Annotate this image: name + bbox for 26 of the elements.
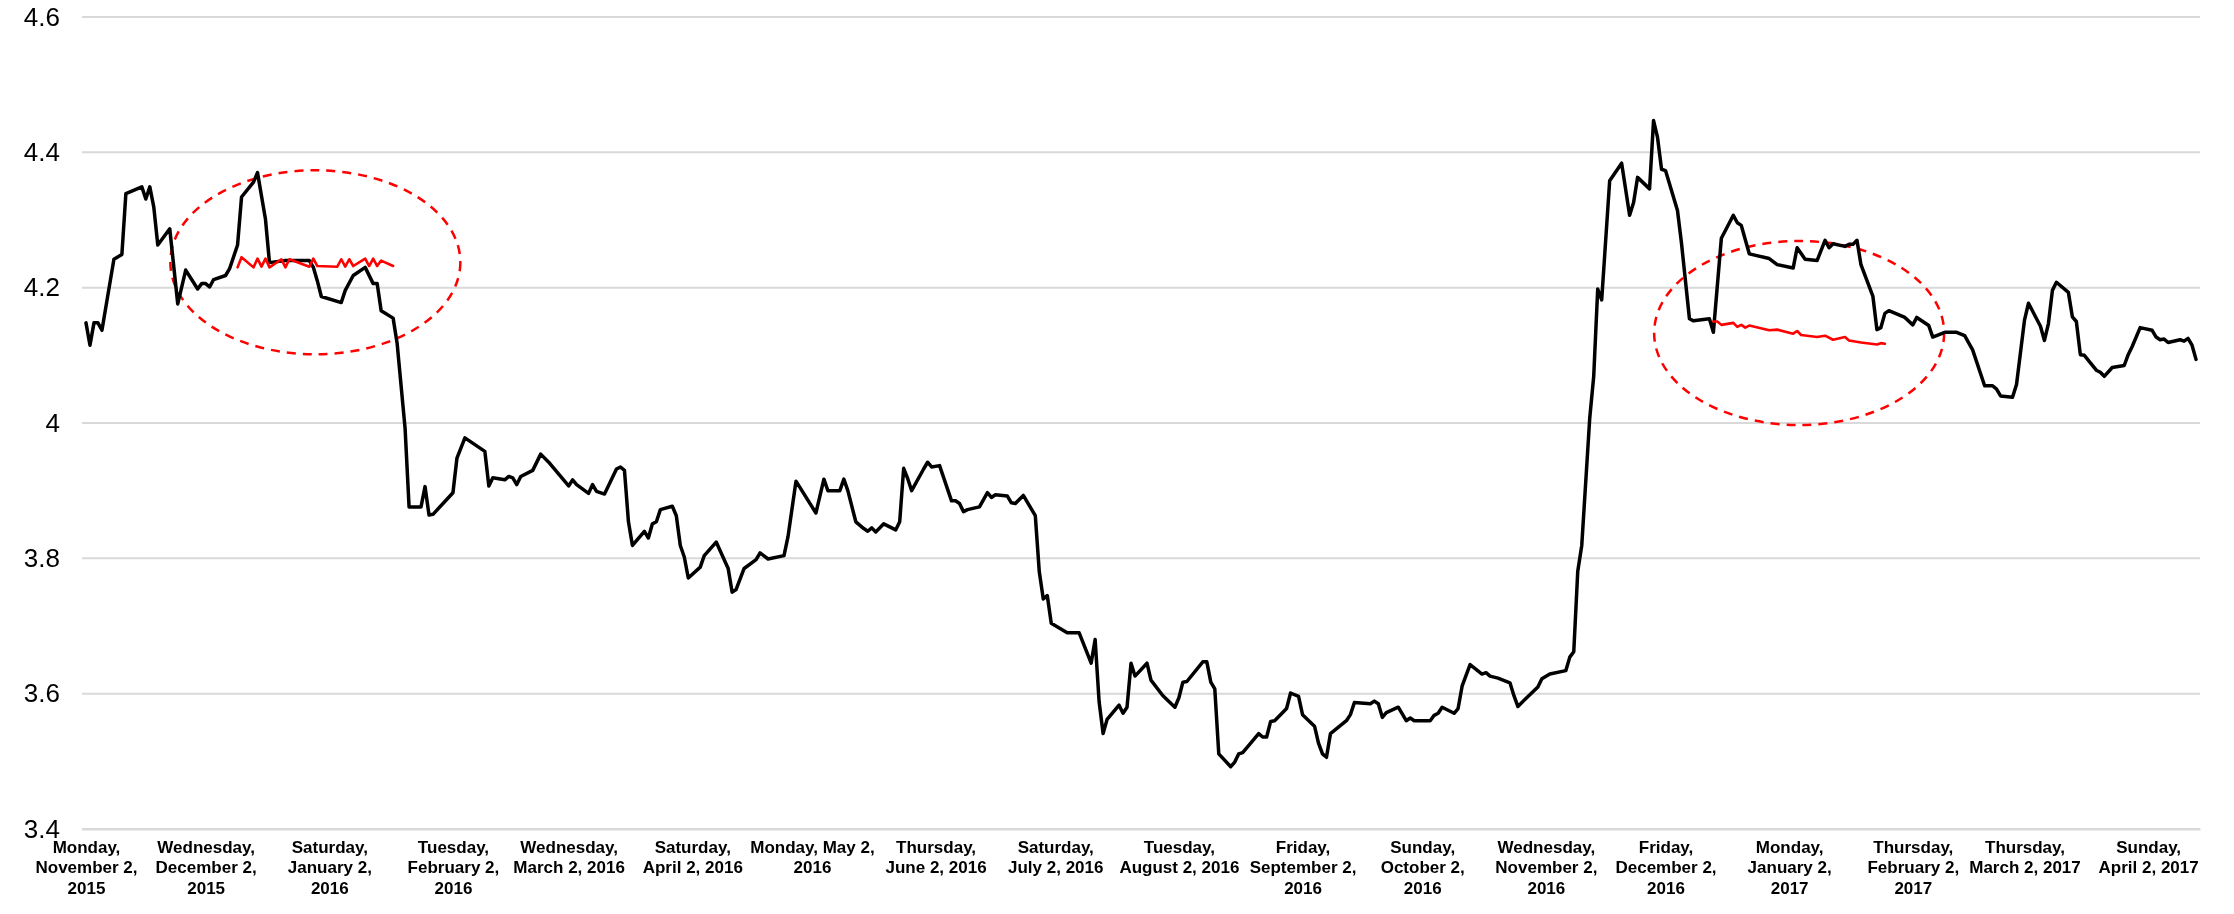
- x-tick-label: Tuesday, August 2, 2016: [1119, 838, 1240, 878]
- x-tick-label: Saturday, July 2, 2016: [1008, 838, 1104, 878]
- x-tick-label: Thursday, June 2, 2016: [885, 838, 987, 878]
- x-tick-label: Wednesday, March 2, 2016: [513, 838, 625, 878]
- x-tick-label: Wednesday, December 2, 2015: [155, 838, 257, 898]
- x-tick-label: Monday, May 2, 2016: [750, 838, 875, 878]
- x-tick-label: Monday, January 2, 2017: [1747, 838, 1832, 898]
- y-tick-label: 3.8: [23, 543, 60, 574]
- x-tick-label: Tuesday, February 2, 2016: [407, 838, 500, 898]
- y-tick-label: 4.4: [23, 137, 60, 168]
- y-tick-label: 3.6: [23, 678, 60, 709]
- x-tick-label: Saturday, April 2, 2016: [642, 838, 743, 878]
- y-tick-label: 4.6: [23, 1, 60, 32]
- x-tick-label: Thursday, February 2, 2017: [1867, 838, 1960, 898]
- x-tick-label: Friday, December 2, 2016: [1615, 838, 1717, 898]
- x-tick-label: Sunday, October 2, 2016: [1380, 838, 1465, 898]
- line-series: [1712, 320, 1887, 346]
- x-tick-label: Sunday, April 2, 2017: [2098, 838, 2199, 878]
- y-tick-label: 4: [45, 407, 60, 438]
- x-tick-label: Thursday, March 2, 2017: [1969, 838, 2081, 878]
- line-series: [84, 118, 2198, 769]
- y-tick-label: 4.2: [23, 272, 60, 303]
- x-tick-label: Saturday, January 2, 2016: [287, 838, 372, 898]
- line-series: [236, 255, 395, 269]
- x-tick-label: Friday, September 2, 2016: [1249, 838, 1357, 898]
- x-tick-label: Wednesday, November 2, 2016: [1495, 838, 1598, 898]
